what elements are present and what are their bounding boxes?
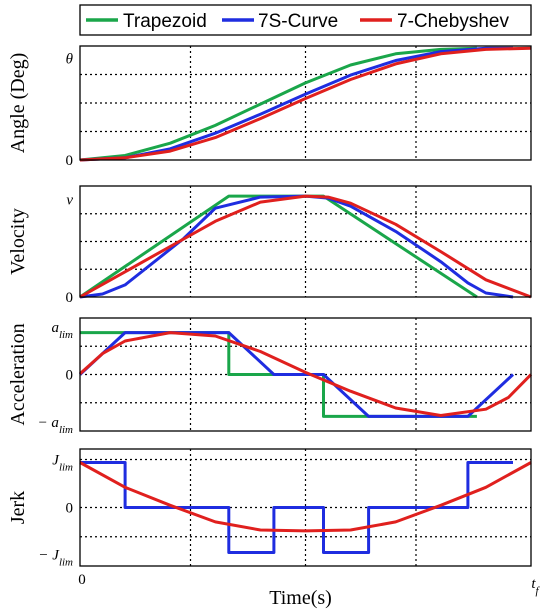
legend-label-trapezoid: Trapezoid <box>123 11 207 32</box>
series-line-7s-curve-panel-3 <box>78 331 515 418</box>
panel-1 <box>79 45 532 162</box>
panel-2-frame <box>79 185 532 298</box>
panel-2 <box>79 185 532 299</box>
panel-4-ytick-3: − Jlim <box>38 547 73 568</box>
x-tick-0: 0 <box>78 572 86 588</box>
panel-1-ylabel: Angle (Deg) <box>7 53 29 154</box>
panel-1-frame <box>79 45 532 161</box>
x-tick-tf: tf <box>531 576 540 597</box>
panel-2-ytick-1: v <box>66 192 73 208</box>
series-line-7s-curve-panel-1 <box>79 46 513 162</box>
panel-2-ylabel: Velocity <box>7 208 29 275</box>
panel-2-ytick-2: 0 <box>66 290 74 306</box>
panel-4-ylabel: Jerk <box>7 491 29 524</box>
legend-label-7s-curve: 7S-Curve <box>258 11 338 32</box>
panel-4-ytick-2: 0 <box>66 501 74 517</box>
panel-3-ytick-3: − alim <box>38 415 73 436</box>
panel-3-ylabel: Acceleration <box>7 323 29 425</box>
panel-3-ytick-2: 0 <box>66 368 74 384</box>
panel-3 <box>78 317 533 432</box>
panel-4 <box>79 448 532 567</box>
legend-box <box>79 4 532 36</box>
panel-1-ytick-2: 0 <box>66 153 74 169</box>
series-line-7-chebyshev-panel-4 <box>79 461 532 533</box>
x-axis-label: Time(s) <box>269 587 332 609</box>
legend-label-7-chebyshev: 7-Chebyshev <box>397 11 509 32</box>
series-line-trapezoid-panel-1 <box>79 46 477 162</box>
panel-3-ytick-1: alim <box>51 320 73 341</box>
series-line-7-chebyshev-panel-3 <box>79 331 533 417</box>
panel-4-frame <box>79 448 532 567</box>
panel-4-ytick-1: Jlim <box>52 453 73 474</box>
panel-1-ytick-1: θ <box>66 52 74 68</box>
panel-3-frame <box>79 317 532 432</box>
legend: Trapezoid 7S-Curve 7-Chebyshev <box>79 4 532 36</box>
series-line-7-chebyshev-panel-2 <box>79 194 532 299</box>
series-line-7s-curve-panel-2 <box>79 194 514 299</box>
series-line-7s-curve-panel-4 <box>80 461 513 554</box>
series-line-7-chebyshev-panel-1 <box>79 46 532 162</box>
